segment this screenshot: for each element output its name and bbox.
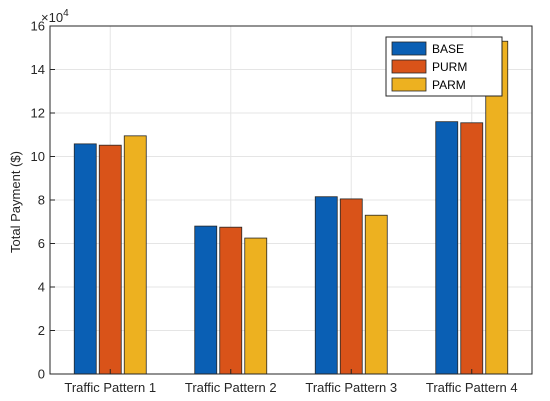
y-tick-label-1: 2 [38, 323, 45, 338]
y-tick-label-0: 0 [38, 367, 45, 382]
legend: BASE PURM PARM [385, 36, 503, 97]
y-tick-label-7: 14 [31, 62, 45, 77]
x-tick-label-2: Traffic Pattern 2 [185, 380, 277, 395]
bar-parm-1 [123, 135, 147, 375]
bar-purm-1 [98, 144, 122, 375]
legend-label-purm: PURM [432, 60, 467, 74]
legend-label-base: BASE [432, 42, 464, 56]
bars [73, 40, 509, 375]
y-tick-label-5: 10 [31, 149, 45, 164]
y-axis-exponent-base: ×10 [41, 10, 63, 25]
bar-base-1 [73, 143, 97, 375]
bar-purm-2 [219, 226, 243, 375]
x-tick-label-3: Traffic Pattern 3 [305, 380, 397, 395]
bar-parm-3 [364, 214, 388, 375]
bar-purm-3 [339, 198, 363, 375]
bar-purm-4 [460, 122, 484, 375]
y-tick-label-2: 4 [38, 280, 45, 295]
y-axis-ticks: 0 2 4 6 8 10 12 14 16 [31, 19, 55, 382]
y-tick-label-4: 8 [38, 193, 45, 208]
y-axis-exponent-power: 4 [63, 8, 69, 19]
x-tick-label-4: Traffic Pattern 4 [426, 380, 518, 395]
legend-swatch-parm [391, 77, 427, 92]
legend-label-parm: PARM [432, 78, 466, 92]
y-tick-label-6: 12 [31, 106, 45, 121]
y-tick-label-8: 16 [31, 19, 45, 34]
x-tick-label-1: Traffic Pattern 1 [64, 380, 156, 395]
bar-base-2 [194, 225, 218, 375]
bar-parm-2 [244, 237, 268, 375]
bar-base-4 [435, 121, 459, 375]
y-axis-exponent: ×104 [41, 8, 69, 25]
legend-swatch-base [391, 41, 427, 56]
bar-base-3 [314, 196, 338, 375]
x-axis-ticks: Traffic Pattern 1 Traffic Pattern 2 Traffi… [64, 369, 518, 395]
legend-swatch-purm [391, 59, 427, 74]
y-tick-label-3: 6 [38, 236, 45, 251]
y-axis-label: Total Payment ($) [8, 151, 23, 253]
